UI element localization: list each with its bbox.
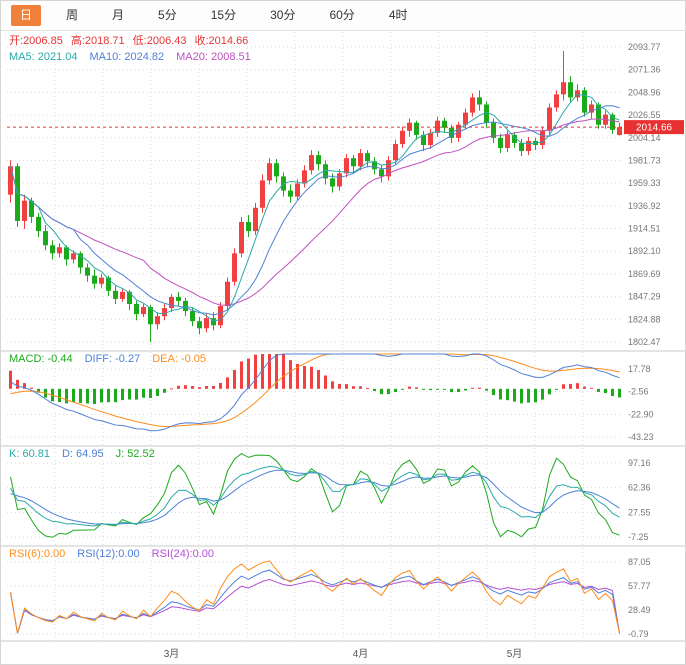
svg-text:2004.14: 2004.14	[628, 133, 661, 143]
svg-text:1981.73: 1981.73	[628, 155, 661, 165]
svg-text:2093.77: 2093.77	[628, 42, 661, 52]
svg-text:97.16: 97.16	[628, 458, 651, 468]
svg-text:57.77: 57.77	[628, 581, 651, 591]
svg-text:3月: 3月	[164, 648, 180, 660]
svg-text:1824.88: 1824.88	[628, 314, 661, 324]
tab-60min[interactable]: 60分	[320, 5, 363, 25]
svg-text:27.55: 27.55	[628, 507, 651, 517]
svg-text:2071.36: 2071.36	[628, 65, 661, 75]
svg-text:17.78: 17.78	[628, 364, 651, 374]
svg-text:1847.29: 1847.29	[628, 292, 661, 302]
svg-text:1892.10: 1892.10	[628, 246, 661, 256]
svg-text:1869.69: 1869.69	[628, 269, 661, 279]
svg-text:2014.66: 2014.66	[636, 123, 673, 134]
svg-text:87.05: 87.05	[628, 557, 651, 567]
tab-30min[interactable]: 30分	[261, 5, 304, 25]
tab-4hour[interactable]: 4时	[380, 5, 417, 25]
svg-text:-7.25: -7.25	[628, 532, 649, 542]
svg-text:5月: 5月	[507, 648, 523, 660]
svg-text:4月: 4月	[353, 648, 369, 660]
tab-month[interactable]: 月	[103, 5, 133, 25]
svg-text:1802.47: 1802.47	[628, 337, 661, 347]
svg-text:-22.90: -22.90	[628, 409, 654, 419]
chart-area: 2093.77 2071.36 2048.96 2026.55 2004.14 1981.…	[1, 31, 686, 665]
svg-text:62.36: 62.36	[628, 483, 651, 493]
timeframe-toolbar: 日 周 月 5分 15分 30分 60分 4时	[1, 1, 685, 31]
svg-text:1936.92: 1936.92	[628, 201, 661, 211]
svg-text:-43.23: -43.23	[628, 432, 654, 442]
tab-15min[interactable]: 15分	[202, 5, 245, 25]
tab-day[interactable]: 日	[11, 5, 42, 26]
svg-text:28.49: 28.49	[628, 605, 651, 615]
svg-text:2026.55: 2026.55	[628, 110, 661, 120]
tab-5min[interactable]: 5分	[149, 5, 186, 25]
svg-text:2048.96: 2048.96	[628, 87, 661, 97]
svg-text:-2.56: -2.56	[628, 387, 649, 397]
svg-text:-0.79: -0.79	[628, 629, 649, 639]
chart-canvas[interactable]: 2093.77 2071.36 2048.96 2026.55 2004.14 1981.…	[1, 31, 686, 665]
svg-text:1914.51: 1914.51	[628, 224, 661, 234]
tab-week[interactable]: 周	[57, 5, 87, 25]
svg-text:1959.33: 1959.33	[628, 178, 661, 188]
